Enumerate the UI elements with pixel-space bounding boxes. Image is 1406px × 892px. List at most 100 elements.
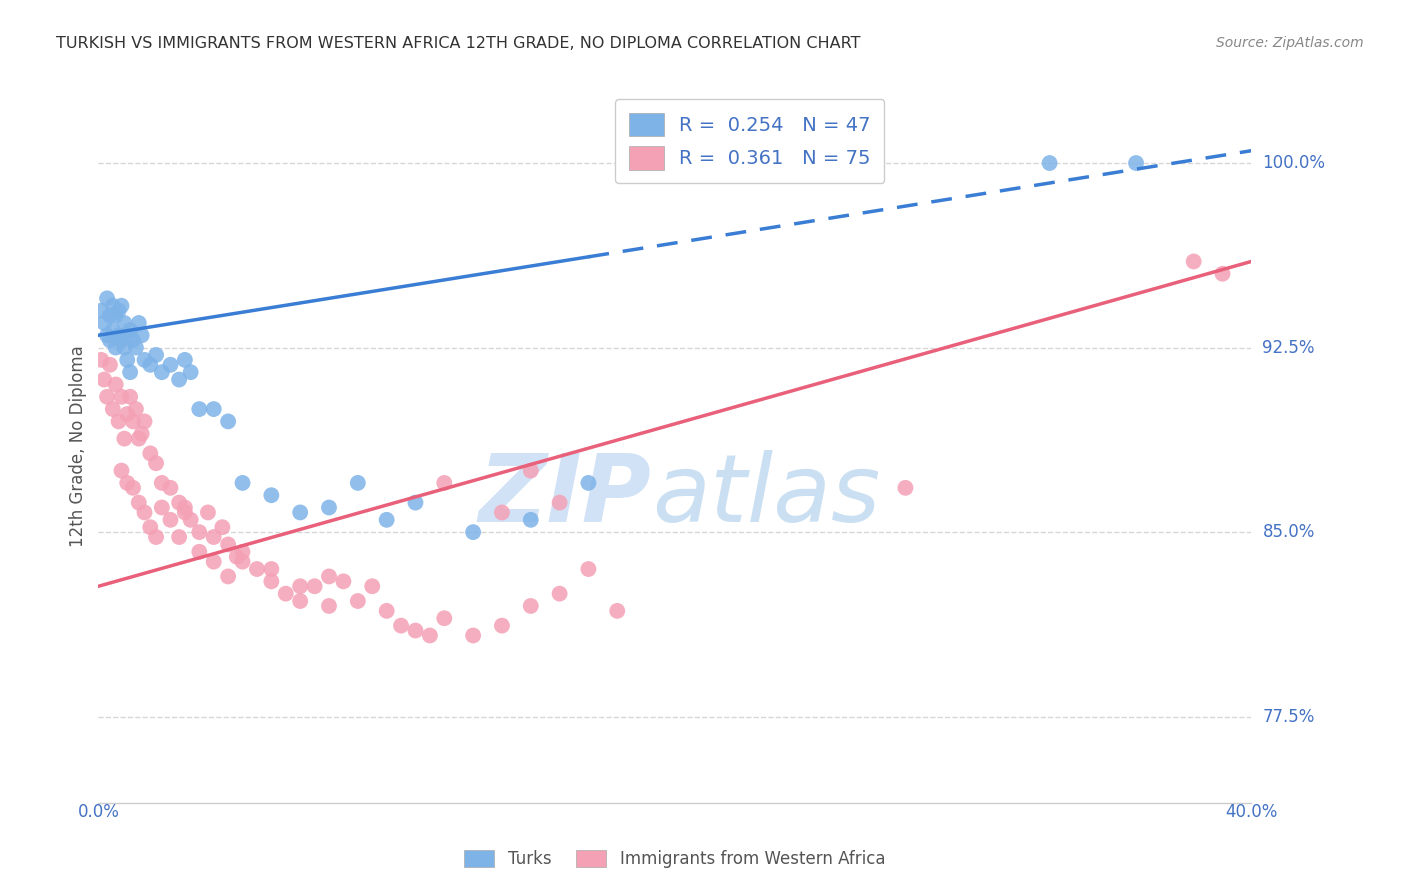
Point — [202, 555, 225, 569]
Point — [101, 323, 124, 337]
Point — [159, 481, 181, 495]
Point — [128, 432, 150, 446]
Point — [150, 475, 173, 490]
Point — [134, 352, 156, 367]
Point — [139, 520, 162, 534]
Point — [139, 446, 162, 460]
Point — [159, 358, 181, 372]
Point — [104, 377, 127, 392]
Point — [117, 475, 138, 490]
Point — [231, 545, 254, 559]
Point — [361, 579, 384, 593]
Point — [96, 328, 118, 343]
Point — [433, 475, 456, 490]
Point — [112, 316, 135, 330]
Point — [107, 414, 129, 428]
Point — [260, 562, 283, 576]
Point — [211, 520, 233, 534]
Point — [101, 299, 124, 313]
Point — [217, 537, 239, 551]
Point — [491, 618, 513, 632]
Point — [346, 475, 368, 490]
Point — [110, 333, 132, 347]
Point — [346, 594, 368, 608]
Point — [112, 432, 135, 446]
Point — [520, 513, 543, 527]
Text: atlas: atlas — [652, 450, 880, 541]
Point — [548, 495, 571, 509]
Point — [167, 530, 190, 544]
Point — [110, 390, 132, 404]
Text: 92.5%: 92.5% — [1263, 339, 1315, 357]
Point — [520, 599, 543, 613]
Text: 85.0%: 85.0% — [1263, 523, 1315, 541]
Point — [419, 628, 441, 642]
Point — [290, 579, 312, 593]
Point — [90, 352, 112, 367]
Point — [260, 488, 283, 502]
Point — [375, 513, 398, 527]
Text: 77.5%: 77.5% — [1263, 707, 1315, 726]
Point — [202, 402, 225, 417]
Point — [375, 604, 398, 618]
Point — [112, 341, 135, 355]
Point — [217, 414, 239, 428]
Point — [134, 505, 156, 519]
Point — [159, 513, 181, 527]
Point — [461, 525, 484, 540]
Point — [96, 291, 118, 305]
Point — [1038, 156, 1062, 170]
Point — [491, 505, 513, 519]
Point — [150, 365, 173, 379]
Point — [145, 348, 167, 362]
Point — [180, 513, 202, 527]
Point — [202, 530, 225, 544]
Point — [304, 579, 326, 593]
Point — [318, 569, 340, 583]
Point — [225, 549, 247, 564]
Point — [98, 309, 121, 323]
Point — [120, 390, 142, 404]
Point — [125, 402, 148, 417]
Text: TURKISH VS IMMIGRANTS FROM WESTERN AFRICA 12TH GRADE, NO DIPLOMA CORRELATION CHA: TURKISH VS IMMIGRANTS FROM WESTERN AFRIC… — [56, 36, 860, 51]
Point — [290, 594, 312, 608]
Point — [433, 611, 456, 625]
Point — [122, 481, 145, 495]
Point — [145, 456, 167, 470]
Legend: Turks, Immigrants from Western Africa: Turks, Immigrants from Western Africa — [458, 843, 891, 875]
Point — [578, 475, 600, 490]
Point — [332, 574, 354, 589]
Point — [134, 414, 156, 428]
Point — [231, 475, 254, 490]
Point — [318, 599, 340, 613]
Point — [290, 505, 312, 519]
Point — [405, 495, 427, 509]
Point — [174, 505, 197, 519]
Point — [231, 555, 254, 569]
Text: ZIP: ZIP — [479, 450, 652, 542]
Point — [93, 373, 115, 387]
Point — [139, 358, 162, 372]
Point — [174, 500, 197, 515]
Point — [120, 365, 142, 379]
Point — [117, 407, 138, 421]
Point — [98, 358, 121, 372]
Point — [1182, 254, 1205, 268]
Y-axis label: 12th Grade, No Diploma: 12th Grade, No Diploma — [69, 345, 87, 547]
Point — [96, 390, 118, 404]
Point — [104, 341, 127, 355]
Point — [93, 316, 115, 330]
Point — [578, 562, 600, 576]
Point — [389, 618, 412, 632]
Point — [274, 587, 297, 601]
Text: Source: ZipAtlas.com: Source: ZipAtlas.com — [1216, 36, 1364, 50]
Point — [318, 500, 340, 515]
Point — [122, 414, 145, 428]
Point — [461, 628, 484, 642]
Point — [131, 328, 153, 343]
Point — [246, 562, 269, 576]
Point — [107, 303, 129, 318]
Point — [606, 604, 628, 618]
Text: 40.0%: 40.0% — [1225, 803, 1278, 821]
Point — [90, 303, 112, 318]
